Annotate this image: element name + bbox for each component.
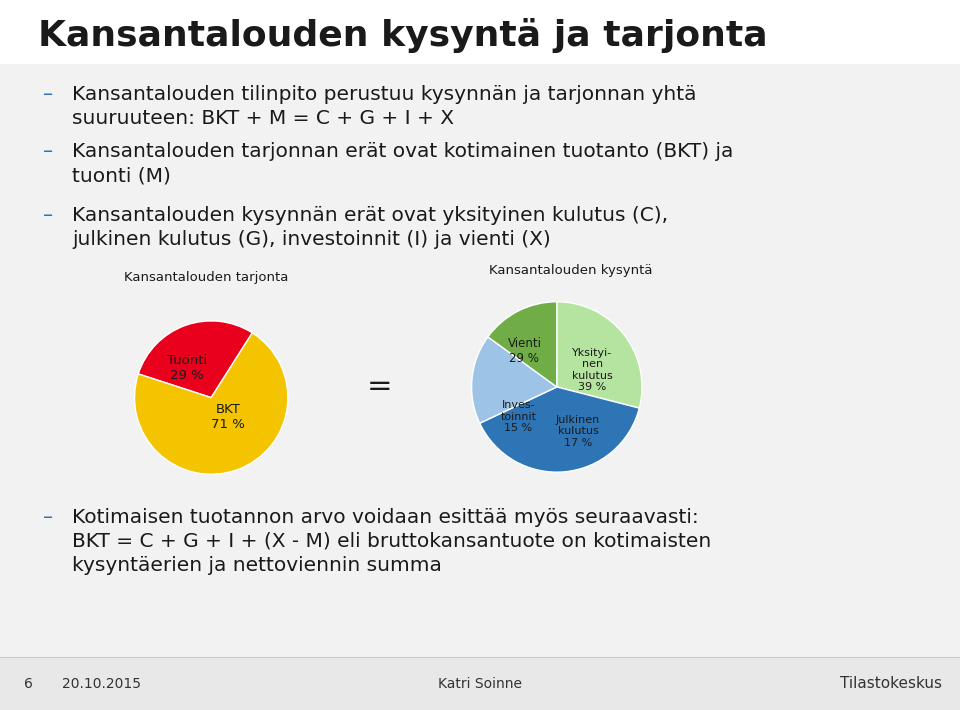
Text: 6: 6 bbox=[24, 677, 33, 691]
Text: Kansantalouden kysynnän erät ovat yksityinen kulutus (C),
julkinen kulutus (G), : Kansantalouden kysynnän erät ovat yksity… bbox=[72, 206, 668, 249]
Text: –: – bbox=[43, 142, 54, 161]
Text: Vienti
29 %: Vienti 29 % bbox=[508, 337, 541, 365]
Text: Kansantalouden tilinpito perustuu kysynnän ja tarjonnan yhtä
suuruuteen: BKT + M: Kansantalouden tilinpito perustuu kysynn… bbox=[72, 85, 697, 129]
Text: –: – bbox=[43, 206, 54, 225]
Wedge shape bbox=[138, 321, 252, 398]
Text: –: – bbox=[43, 85, 54, 104]
Text: Kansantalouden tarjonnan erät ovat kotimainen tuotanto (BKT) ja
tuonti (M): Kansantalouden tarjonnan erät ovat kotim… bbox=[72, 142, 733, 185]
Text: 20.10.2015: 20.10.2015 bbox=[62, 677, 141, 691]
Text: Julkinen
kulutus
17 %: Julkinen kulutus 17 % bbox=[556, 415, 600, 448]
Wedge shape bbox=[488, 302, 557, 387]
Text: Kansantalouden tarjonta: Kansantalouden tarjonta bbox=[124, 271, 289, 284]
Text: Kotimaisen tuotannon arvo voidaan esittää myös seuraavasti:
BKT = C + G + I + (X: Kotimaisen tuotannon arvo voidaan esittä… bbox=[72, 508, 711, 575]
Wedge shape bbox=[480, 387, 639, 472]
Wedge shape bbox=[557, 302, 642, 408]
Text: Tuonti
29 %: Tuonti 29 % bbox=[166, 354, 206, 383]
Text: BKT
71 %: BKT 71 % bbox=[211, 403, 245, 431]
Text: Kansantalouden kysyntä ja tarjonta: Kansantalouden kysyntä ja tarjonta bbox=[38, 18, 768, 53]
Text: –: – bbox=[43, 508, 54, 527]
Wedge shape bbox=[134, 333, 288, 474]
Text: Tilastokeskus: Tilastokeskus bbox=[840, 676, 942, 692]
Text: Yksityi-
nen
kulutus
39 %: Yksityi- nen kulutus 39 % bbox=[572, 347, 612, 393]
Text: Inves-
toinnit
15 %: Inves- toinnit 15 % bbox=[500, 400, 537, 433]
Text: =: = bbox=[367, 373, 392, 401]
Wedge shape bbox=[471, 337, 557, 423]
Text: Katri Soinne: Katri Soinne bbox=[438, 677, 522, 691]
Text: Kansantalouden kysyntä: Kansantalouden kysyntä bbox=[490, 264, 653, 277]
